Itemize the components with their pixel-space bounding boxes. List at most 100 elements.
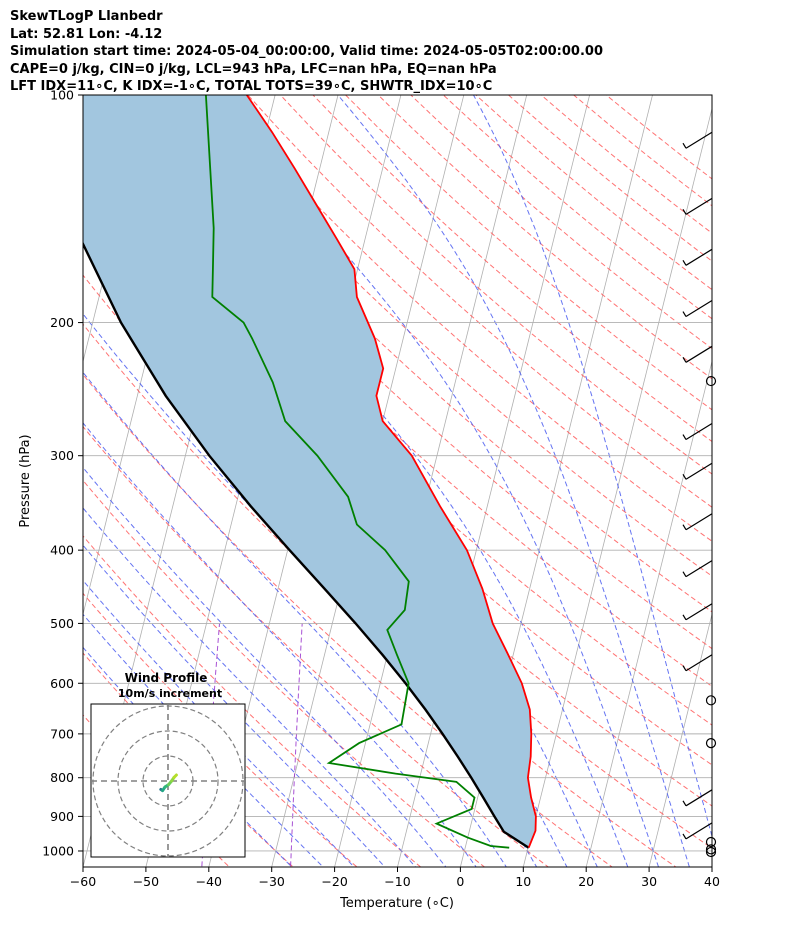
wind-barb: [682, 654, 713, 672]
isotherm-line: [711, 865, 712, 867]
moist-adiabat: [83, 466, 447, 867]
wind-barb-staff: [685, 423, 713, 441]
hodograph-ring: [117, 730, 219, 832]
x-tick-label: −10: [384, 874, 410, 889]
wind-barb: [682, 462, 713, 480]
moist-adiabat: [207, 95, 660, 867]
hodograph-subtitle: 10m/s increment: [118, 687, 222, 700]
wind-barb-calm: [705, 844, 717, 855]
x-tick-label: −50: [133, 874, 159, 889]
y-tick-label: 900: [50, 809, 74, 824]
wind-barb-staff: [685, 299, 713, 318]
wind-barb-flag: [682, 311, 687, 317]
y-tick-label: 500: [50, 616, 74, 631]
dry-adiabat: [83, 535, 422, 867]
moist-adiabat: [337, 95, 690, 867]
moist-adiabat: [83, 579, 355, 867]
wind-barb: [682, 197, 713, 215]
x-tick-label: 10: [515, 874, 531, 889]
wind-barb-staff: [685, 560, 713, 578]
y-tick-label: 700: [50, 726, 74, 741]
wind-barb: [682, 603, 713, 621]
cape-cin-shading: [83, 95, 536, 848]
x-axis: −60 −50 −40 −30 −20 −10 0 10 20 30 40: [70, 867, 720, 889]
y-tick-label: 300: [50, 448, 74, 463]
dry-adiabat: [83, 479, 486, 867]
dry-adiabat: [344, 95, 712, 411]
wind-barb-staff: [685, 654, 713, 672]
parcel-profile-line: [83, 241, 530, 849]
wind-barb-flag: [682, 800, 687, 807]
dry-adiabat: [182, 95, 712, 577]
moist-adiabat: [83, 544, 386, 867]
moist-adiabat: [109, 95, 629, 867]
dry-adiabat: [83, 652, 294, 867]
wind-barb: [682, 131, 713, 149]
y-tick-label: 200: [50, 315, 74, 330]
dewpoint-line: [205, 95, 510, 849]
x-tick-label: 30: [641, 874, 657, 889]
wind-barb-flag: [682, 833, 687, 840]
moist-adiabat: [83, 371, 507, 867]
hodograph-inset: Wind Profile 10m/s increment: [90, 671, 246, 858]
hodograph-title: Wind Profile: [125, 671, 208, 685]
wind-barb-staff: [685, 462, 713, 480]
wind-barb: [682, 560, 713, 578]
dry-adiabat: [214, 95, 712, 542]
wind-barb: [682, 423, 713, 441]
isotherm-line: [334, 95, 528, 867]
y-tick-label: 600: [50, 676, 74, 691]
isotherm-line: [648, 612, 712, 867]
x-tick-label: 20: [578, 874, 594, 889]
wind-barb-flag: [682, 473, 687, 480]
wind-barb-staff: [685, 822, 713, 840]
sounding-traces: [83, 95, 537, 849]
y-tick-label: 800: [50, 770, 74, 785]
y-axis: 100 200 300 400 500 600 700 800 900 1000: [42, 88, 83, 858]
wind-barb-staff: [685, 513, 713, 531]
station-location: Lat: 52.81 Lon: -4.12: [10, 26, 163, 42]
wind-barb-staff: [685, 248, 713, 266]
wind-barb-flag: [682, 571, 687, 577]
moist-adiabat: [83, 313, 538, 867]
y-tick-label: 1000: [42, 843, 74, 858]
stability-indices-2: LFT IDX=11∘C, K IDX=-1∘C, TOTAL TOTS=39∘…: [10, 79, 493, 94]
chart-title: SkewTLogP Llanbedr: [10, 9, 163, 24]
wind-barb-calm: [705, 846, 717, 858]
wind-barb-flag: [682, 209, 687, 215]
wind-barb-calm: [705, 836, 717, 848]
wind-barb-flag: [682, 614, 687, 621]
wind-barb-flag: [682, 524, 687, 531]
dry-adiabat: [83, 226, 712, 807]
isotherm-line: [397, 95, 591, 867]
isotherm-line: [585, 359, 712, 867]
dry-adiabat: [83, 373, 613, 867]
x-tick-label: 40: [704, 874, 720, 889]
wind-barb: [682, 248, 713, 266]
wind-barb: [682, 513, 713, 531]
x-tick-label: −60: [70, 874, 96, 889]
wind-barb: [682, 345, 713, 363]
dry-adiabat: [442, 95, 712, 320]
wind-barb-staff: [685, 345, 713, 363]
dry-adiabat: [83, 425, 550, 867]
x-tick-label: 0: [456, 874, 464, 889]
x-axis-label: Temperature (∘C): [339, 896, 454, 911]
chart-header: SkewTLogP Llanbedr Lat: 52.81 Lon: -4.12…: [10, 8, 603, 96]
wind-barb-flag: [682, 434, 687, 440]
moist-adiabat: [83, 507, 417, 867]
wind-barb: [682, 299, 713, 318]
x-tick-label: −30: [259, 874, 285, 889]
hodograph-segment: [172, 773, 178, 779]
dry-adiabat: [572, 95, 712, 207]
wind-barb: [682, 822, 713, 840]
wind-barb-flag: [682, 142, 687, 149]
y-axis-label: Pressure (hPa): [18, 434, 33, 527]
simulation-times: Simulation start time: 2024-05-04_00:00:…: [10, 44, 603, 59]
cin-shaded-area: [83, 95, 536, 848]
dry-adiabat: [279, 95, 712, 475]
dry-adiabat: [83, 592, 358, 867]
wind-barb-staff: [685, 603, 713, 621]
x-tick-label: −40: [196, 874, 222, 889]
wind-barb-calm: [705, 695, 717, 706]
